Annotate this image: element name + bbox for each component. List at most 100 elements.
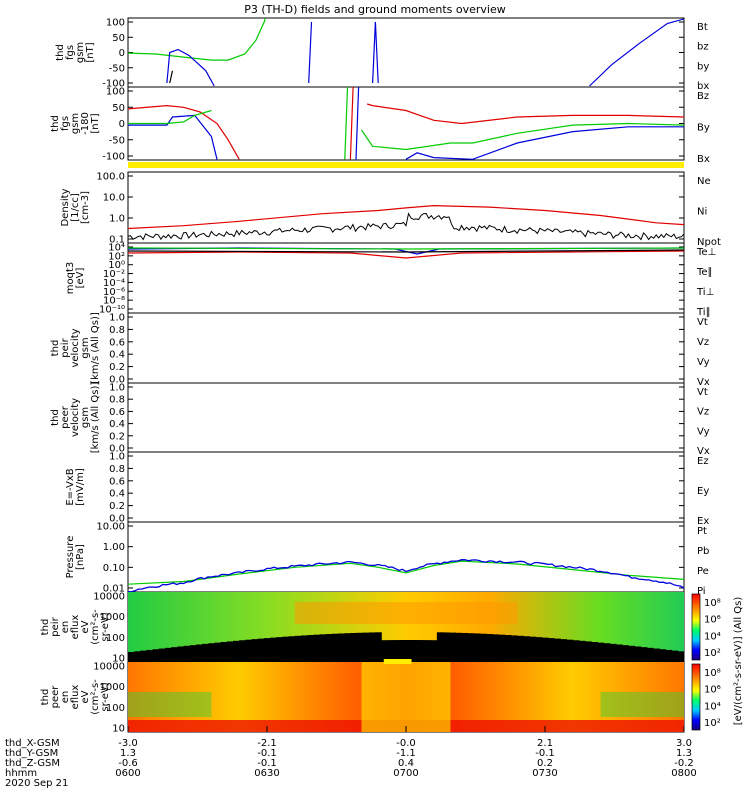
ylabel-vi: thd xyxy=(50,340,61,357)
ion-spectrogram-low-band xyxy=(473,633,481,662)
colorbar-tick: 10⁴ xyxy=(704,631,721,642)
ytick-label-ve: 0.4 xyxy=(109,419,125,430)
ion-spectrogram-low-band xyxy=(603,643,611,662)
legend-fgs2-Bx: Bx xyxy=(697,154,710,165)
ion-spectrogram-low-band xyxy=(412,640,419,662)
ytick-label-density: 0.1 xyxy=(109,235,125,246)
ion-spectrogram-low-band xyxy=(572,640,580,662)
ion-spectrogram-low-band xyxy=(350,632,358,662)
ion-spectrogram-low-band xyxy=(189,645,197,662)
panel-frame-ve xyxy=(127,382,685,453)
series-By xyxy=(344,87,349,160)
colorbar-1 xyxy=(691,593,701,661)
ytick-label-espec: 100 xyxy=(106,703,125,714)
series-By xyxy=(361,122,684,151)
legend-density-Ni: Ni xyxy=(697,207,707,218)
xaxis-row-label: thd_X-GSM xyxy=(5,738,60,749)
ion-spectrogram-low-band xyxy=(541,637,549,662)
ion-spectrogram-low-band xyxy=(548,638,555,662)
legend-pressure-Pi: Pi xyxy=(697,586,706,597)
ytick-label-fgs2: 0 xyxy=(119,119,125,130)
legend-ve-Vy: Vy xyxy=(697,426,710,437)
series-Bz xyxy=(349,87,354,160)
ion-spectrogram-low-band xyxy=(220,642,228,662)
ytick-label-vi: 0.4 xyxy=(109,350,125,361)
ytick-label-fgs2: -100 xyxy=(102,152,125,163)
series-Te-perp xyxy=(128,250,684,259)
ion-spectrogram-low-band xyxy=(387,640,395,662)
ion-spectrogram-low-band xyxy=(659,649,666,662)
ion-spectrogram-low-band xyxy=(375,632,382,662)
xaxis-value: -0.1 xyxy=(257,758,277,769)
xaxis-value: 0800 xyxy=(671,768,696,779)
electron-spectrogram-center xyxy=(361,662,451,732)
ytick-label-espec: 10 xyxy=(112,724,125,735)
ion-spectrogram-low-band xyxy=(257,638,265,662)
ion-spectrogram-low-band xyxy=(461,632,469,662)
ylabel-temp: [eV] xyxy=(75,268,86,289)
ytick-label-temp: 10⁻¹⁰ xyxy=(99,305,125,316)
ylabel-vi: gsm xyxy=(80,337,91,358)
ytick-label-vi: 0.0 xyxy=(109,375,125,386)
ion-spectrogram-low-band xyxy=(165,647,172,662)
legend-vi-Vx: Vx xyxy=(697,377,710,388)
ion-spectrogram-low-band xyxy=(628,645,636,662)
xaxis-value: -0.6 xyxy=(118,758,138,769)
ion-spectrogram-low-band xyxy=(208,643,215,662)
ion-spectrogram-low-band xyxy=(146,649,154,662)
ion-spectrogram-low-band xyxy=(535,637,543,662)
xaxis-value: 2.1 xyxy=(537,738,553,749)
ion-spectrogram-low-band xyxy=(399,640,407,662)
series-By xyxy=(128,109,212,125)
ion-spectrogram-low-band xyxy=(282,636,290,662)
ion-spectrogram-low-band xyxy=(368,632,376,662)
series-Ni xyxy=(128,212,684,241)
ion-spectrogram-low-band xyxy=(523,636,531,662)
ion-spectrogram-low-band xyxy=(671,650,679,662)
ytick-label-fgs: 50 xyxy=(112,33,125,44)
ion-spectrogram-low-band xyxy=(634,646,642,662)
ytick-label-fgs2: -50 xyxy=(109,135,125,146)
legend-fgs-Bt: Bt xyxy=(697,22,708,33)
ytick-label-fgs2: 100 xyxy=(106,87,125,98)
series-bx xyxy=(308,21,313,84)
colorbar-label: [eV/(cm²-s-sr-eV)] (All Qs) xyxy=(733,597,744,726)
ylabel-fgs2: [nT] xyxy=(90,113,101,133)
ytick-label-espec: 10000 xyxy=(93,662,125,673)
ion-spectrogram-low-band xyxy=(455,632,463,662)
ylabel-ve: gsm xyxy=(80,407,91,428)
ion-spectrogram-low-band xyxy=(294,635,302,662)
ytick-label-vi: 0.8 xyxy=(109,325,125,336)
legend-fgs-by: by xyxy=(697,61,709,72)
ylabel-espec: eflux xyxy=(70,685,81,710)
ylabel-ispec: sr-eV) xyxy=(100,612,111,641)
legend-vi-Vy: Vy xyxy=(697,357,710,368)
ylabel-efield: [mV/m] xyxy=(75,468,86,506)
ion-spectrogram-low-band xyxy=(251,639,259,662)
ytick-label-temp: 10⁴ xyxy=(108,243,125,254)
series-Ne xyxy=(128,204,684,230)
legend-density-Ne: Ne xyxy=(697,176,711,187)
ion-spectrogram-low-band xyxy=(480,633,487,662)
series-bt xyxy=(169,70,174,84)
ylabel-temp: moqt3 xyxy=(65,262,76,295)
ion-spectrogram-low-band xyxy=(504,635,512,662)
legend-vi-Vz: Vz xyxy=(697,337,709,348)
ytick-label-ispec: 10 xyxy=(112,654,125,665)
ytick-label-vi: 0.6 xyxy=(109,337,125,348)
ion-spectrogram-low-band xyxy=(319,634,327,662)
ytick-label-efield: 0.2 xyxy=(109,501,125,512)
series-Bx xyxy=(128,114,218,160)
xaxis-value: -0.0 xyxy=(396,738,416,749)
ion-spectrogram-peak xyxy=(294,602,518,624)
ytick-label-temp: 10⁰ xyxy=(108,260,125,271)
legend-temp-Te∥: Te∥ xyxy=(696,267,713,278)
ylabel-ve: velocity xyxy=(70,398,81,437)
ion-spectrogram-low-band xyxy=(653,648,660,662)
ion-spectrogram-low-band xyxy=(406,640,413,662)
ylabel-fgs: [nT] xyxy=(85,42,96,62)
legend-efield-Ex: Ex xyxy=(697,516,709,527)
ion-spectrogram-low-band xyxy=(177,646,185,662)
ion-spectrogram-low-band xyxy=(467,633,475,662)
xaxis-value: -0.2 xyxy=(674,758,694,769)
